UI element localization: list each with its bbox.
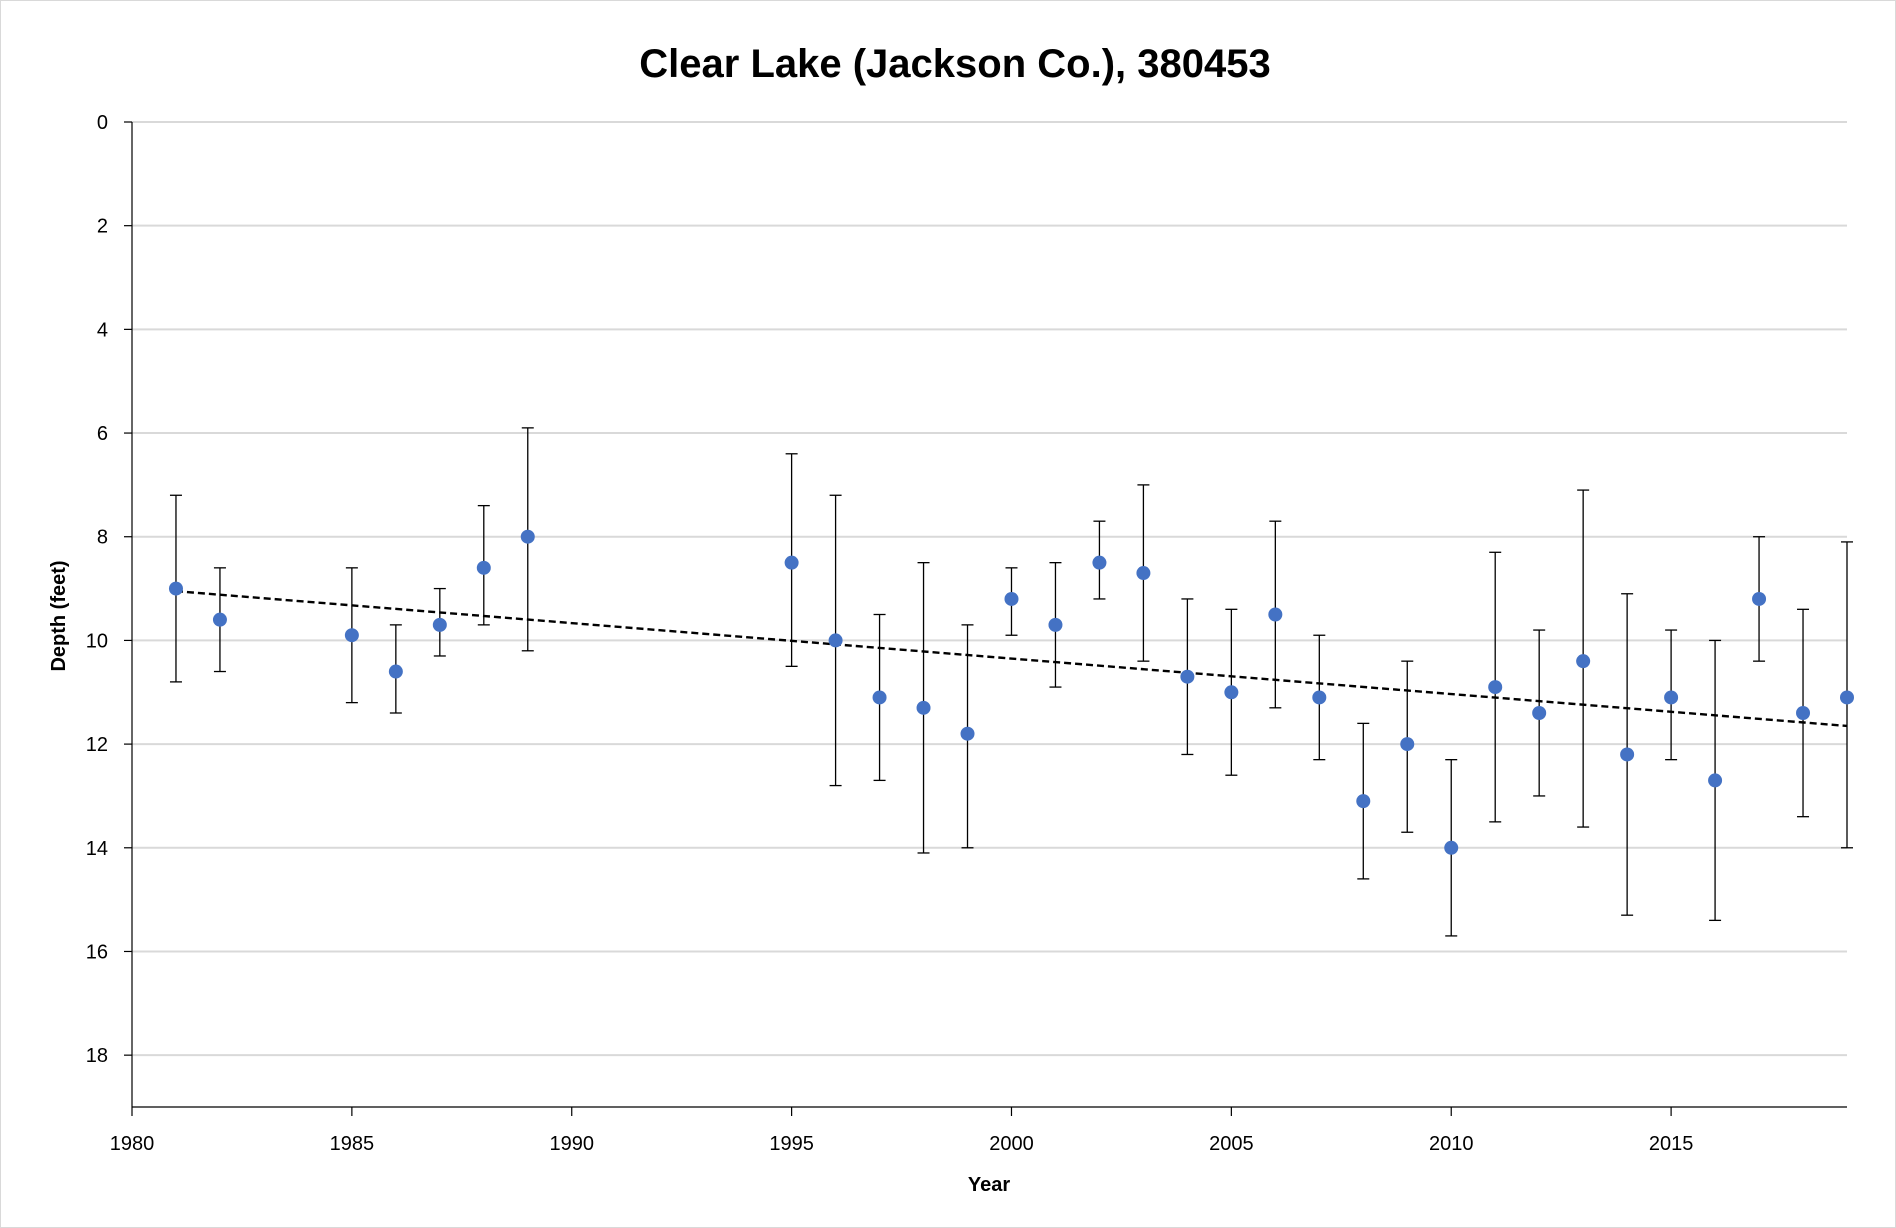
data-point <box>1356 794 1371 809</box>
data-point <box>1796 706 1811 720</box>
x-tick-labels: 1980 1985 1990 1995 2000 2005 2010 2015 <box>110 1133 1694 1155</box>
data-point <box>1224 685 1239 700</box>
data-point <box>1576 654 1591 669</box>
x-tick-label: 1980 <box>110 1133 155 1155</box>
data-point <box>212 612 227 627</box>
data-point <box>1752 591 1767 606</box>
x-tick-label: 2000 <box>989 1133 1034 1155</box>
y-tick-label: 2 <box>97 216 108 238</box>
gridlines <box>132 121 1847 1057</box>
y-tick-labels: 0 2 4 6 8 10 12 14 16 18 <box>86 112 108 1067</box>
data-point <box>784 555 799 570</box>
y-tick-label: 10 <box>86 630 108 652</box>
data-point <box>1180 669 1195 684</box>
data-point <box>1048 617 1063 632</box>
data-point <box>1488 680 1503 695</box>
data-point <box>168 581 183 596</box>
y-tick-label: 18 <box>86 1045 108 1067</box>
y-tick-label: 8 <box>97 527 108 549</box>
x-tick-label: 2015 <box>1649 1133 1694 1155</box>
data-point <box>1268 607 1283 622</box>
x-tick-label: 1995 <box>769 1133 814 1155</box>
y-tick-label: 0 <box>97 112 108 134</box>
trendline <box>175 589 1848 728</box>
y-tick-label: 12 <box>86 734 108 756</box>
data-point <box>344 628 359 643</box>
trendline-group <box>175 589 1848 728</box>
x-tick-label: 1990 <box>549 1133 594 1155</box>
x-tick-label: 2010 <box>1429 1133 1474 1155</box>
data-point <box>1444 840 1459 855</box>
error-bars <box>169 427 1853 937</box>
data-point <box>1708 773 1723 788</box>
x-tick-label: 1985 <box>330 1133 375 1155</box>
chart-title: Clear Lake (Jackson Co.), 380453 <box>639 42 1270 86</box>
y-tick-label: 14 <box>86 838 108 860</box>
x-axis-label: Year <box>968 1174 1010 1196</box>
y-tick-label: 16 <box>86 941 108 963</box>
data-point <box>1312 690 1327 705</box>
data-point <box>520 529 535 544</box>
y-tick-label: 6 <box>97 423 108 445</box>
data-point <box>1664 690 1679 705</box>
data-point <box>1532 706 1547 720</box>
data-point <box>828 633 843 648</box>
data-point <box>1400 737 1415 752</box>
axes <box>124 121 1847 1116</box>
data-point <box>1136 566 1151 581</box>
y-tick-label: 4 <box>97 319 108 341</box>
data-point <box>476 560 491 575</box>
data-points <box>168 529 1854 855</box>
y-axis-label: Depth (feet) <box>48 560 70 671</box>
data-point <box>1620 747 1635 762</box>
data-point <box>432 617 447 632</box>
data-point <box>1092 555 1107 570</box>
data-point <box>916 700 931 715</box>
data-point <box>1004 591 1019 606</box>
data-point <box>1840 690 1854 705</box>
data-point <box>960 726 975 741</box>
x-tick-label: 2005 <box>1209 1133 1254 1155</box>
data-point <box>872 690 887 705</box>
data-point <box>388 664 403 679</box>
